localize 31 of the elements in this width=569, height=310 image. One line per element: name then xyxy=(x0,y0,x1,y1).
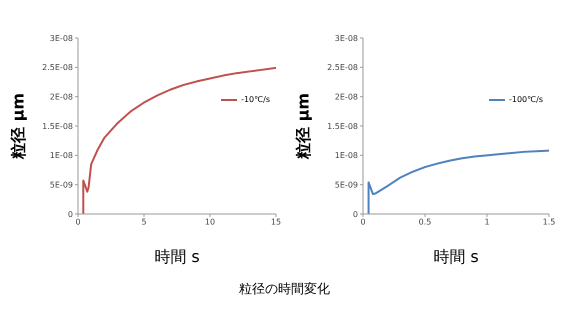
y-tick-label: 1.5E-08 xyxy=(327,122,358,131)
legend-label: -100℃/s xyxy=(508,95,543,104)
y-tick-label: 3E-08 xyxy=(334,34,358,43)
text: 粒径の時間変化 xyxy=(238,281,331,298)
line-series xyxy=(368,150,549,214)
y-tick-label: 5E-09 xyxy=(334,180,358,190)
x-tick-label: 1.5 xyxy=(542,218,556,227)
y-axis-title: 粒径 μm xyxy=(8,92,28,160)
x-tick-label: 10 xyxy=(204,218,216,227)
y-tick-label: 3E-08 xyxy=(50,34,73,43)
y-tick-label: 0 xyxy=(68,210,73,219)
legend-label: -10℃/s xyxy=(241,95,270,104)
y-tick-label: 1E-08 xyxy=(50,151,73,160)
x-axis-title: 時間 s xyxy=(433,247,479,266)
y-tick-label: 5E-09 xyxy=(50,180,73,190)
x-tick-label: 15 xyxy=(270,218,282,227)
x-axis-title: 時間 s xyxy=(154,247,200,266)
y-tick-label: 2E-08 xyxy=(334,92,358,102)
x-tick-label: 5 xyxy=(141,218,147,227)
y-tick-label: 2.5E-08 xyxy=(327,63,358,72)
y-tick-label: 1.5E-08 xyxy=(42,122,73,131)
x-tick-label: 0.5 xyxy=(418,218,432,227)
x-tick-label: 0 xyxy=(75,218,81,227)
line-series xyxy=(82,66,276,214)
y-tick-label: 1E-08 xyxy=(334,151,358,160)
y-axis-title: 粒径 μm xyxy=(294,92,313,160)
x-tick-label: 1 xyxy=(484,218,490,227)
y-tick-label: 0 xyxy=(352,210,358,219)
y-tick-label: 2.5E-08 xyxy=(42,63,73,72)
y-tick-label: 2E-08 xyxy=(50,92,73,102)
x-tick-label: 0 xyxy=(360,218,366,227)
